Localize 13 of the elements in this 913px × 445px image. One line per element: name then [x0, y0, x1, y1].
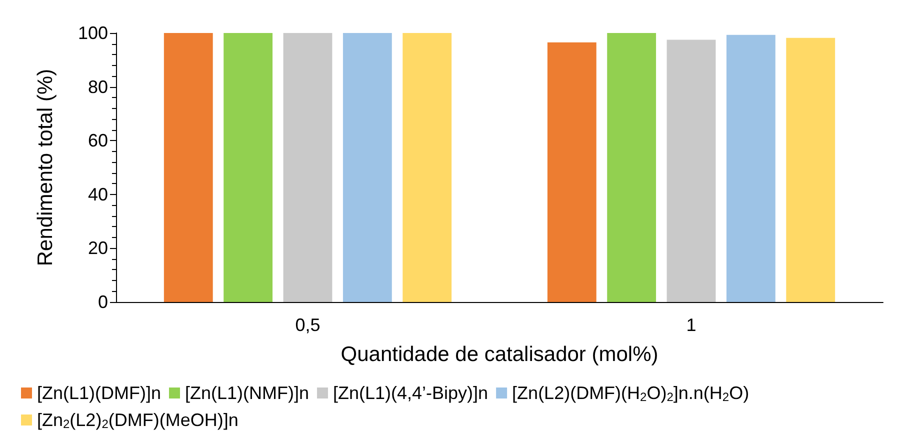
- legend-label: [Zn(L1)(NMF)]n: [185, 383, 310, 403]
- x-tick-label: 1: [686, 315, 696, 335]
- legend-label: [Zn(L1)(DMF)]n: [37, 383, 162, 403]
- x-axis-title: Quantidade de catalisador (mol%): [340, 343, 658, 366]
- legend-label: [Zn(L1)(4,4’-Bipy)]n: [333, 383, 488, 403]
- y-tick-label: 40: [88, 184, 108, 204]
- y-tick-label: 60: [88, 130, 108, 151]
- y-axis-title: Rendimento total (%): [34, 68, 57, 266]
- x-tick-label: 0,5: [295, 315, 320, 335]
- y-tick-label: 80: [88, 76, 108, 97]
- y-tick-label: 20: [88, 238, 108, 258]
- y-tick-label: 0: [98, 292, 108, 312]
- y-tick-label: 100: [78, 23, 108, 43]
